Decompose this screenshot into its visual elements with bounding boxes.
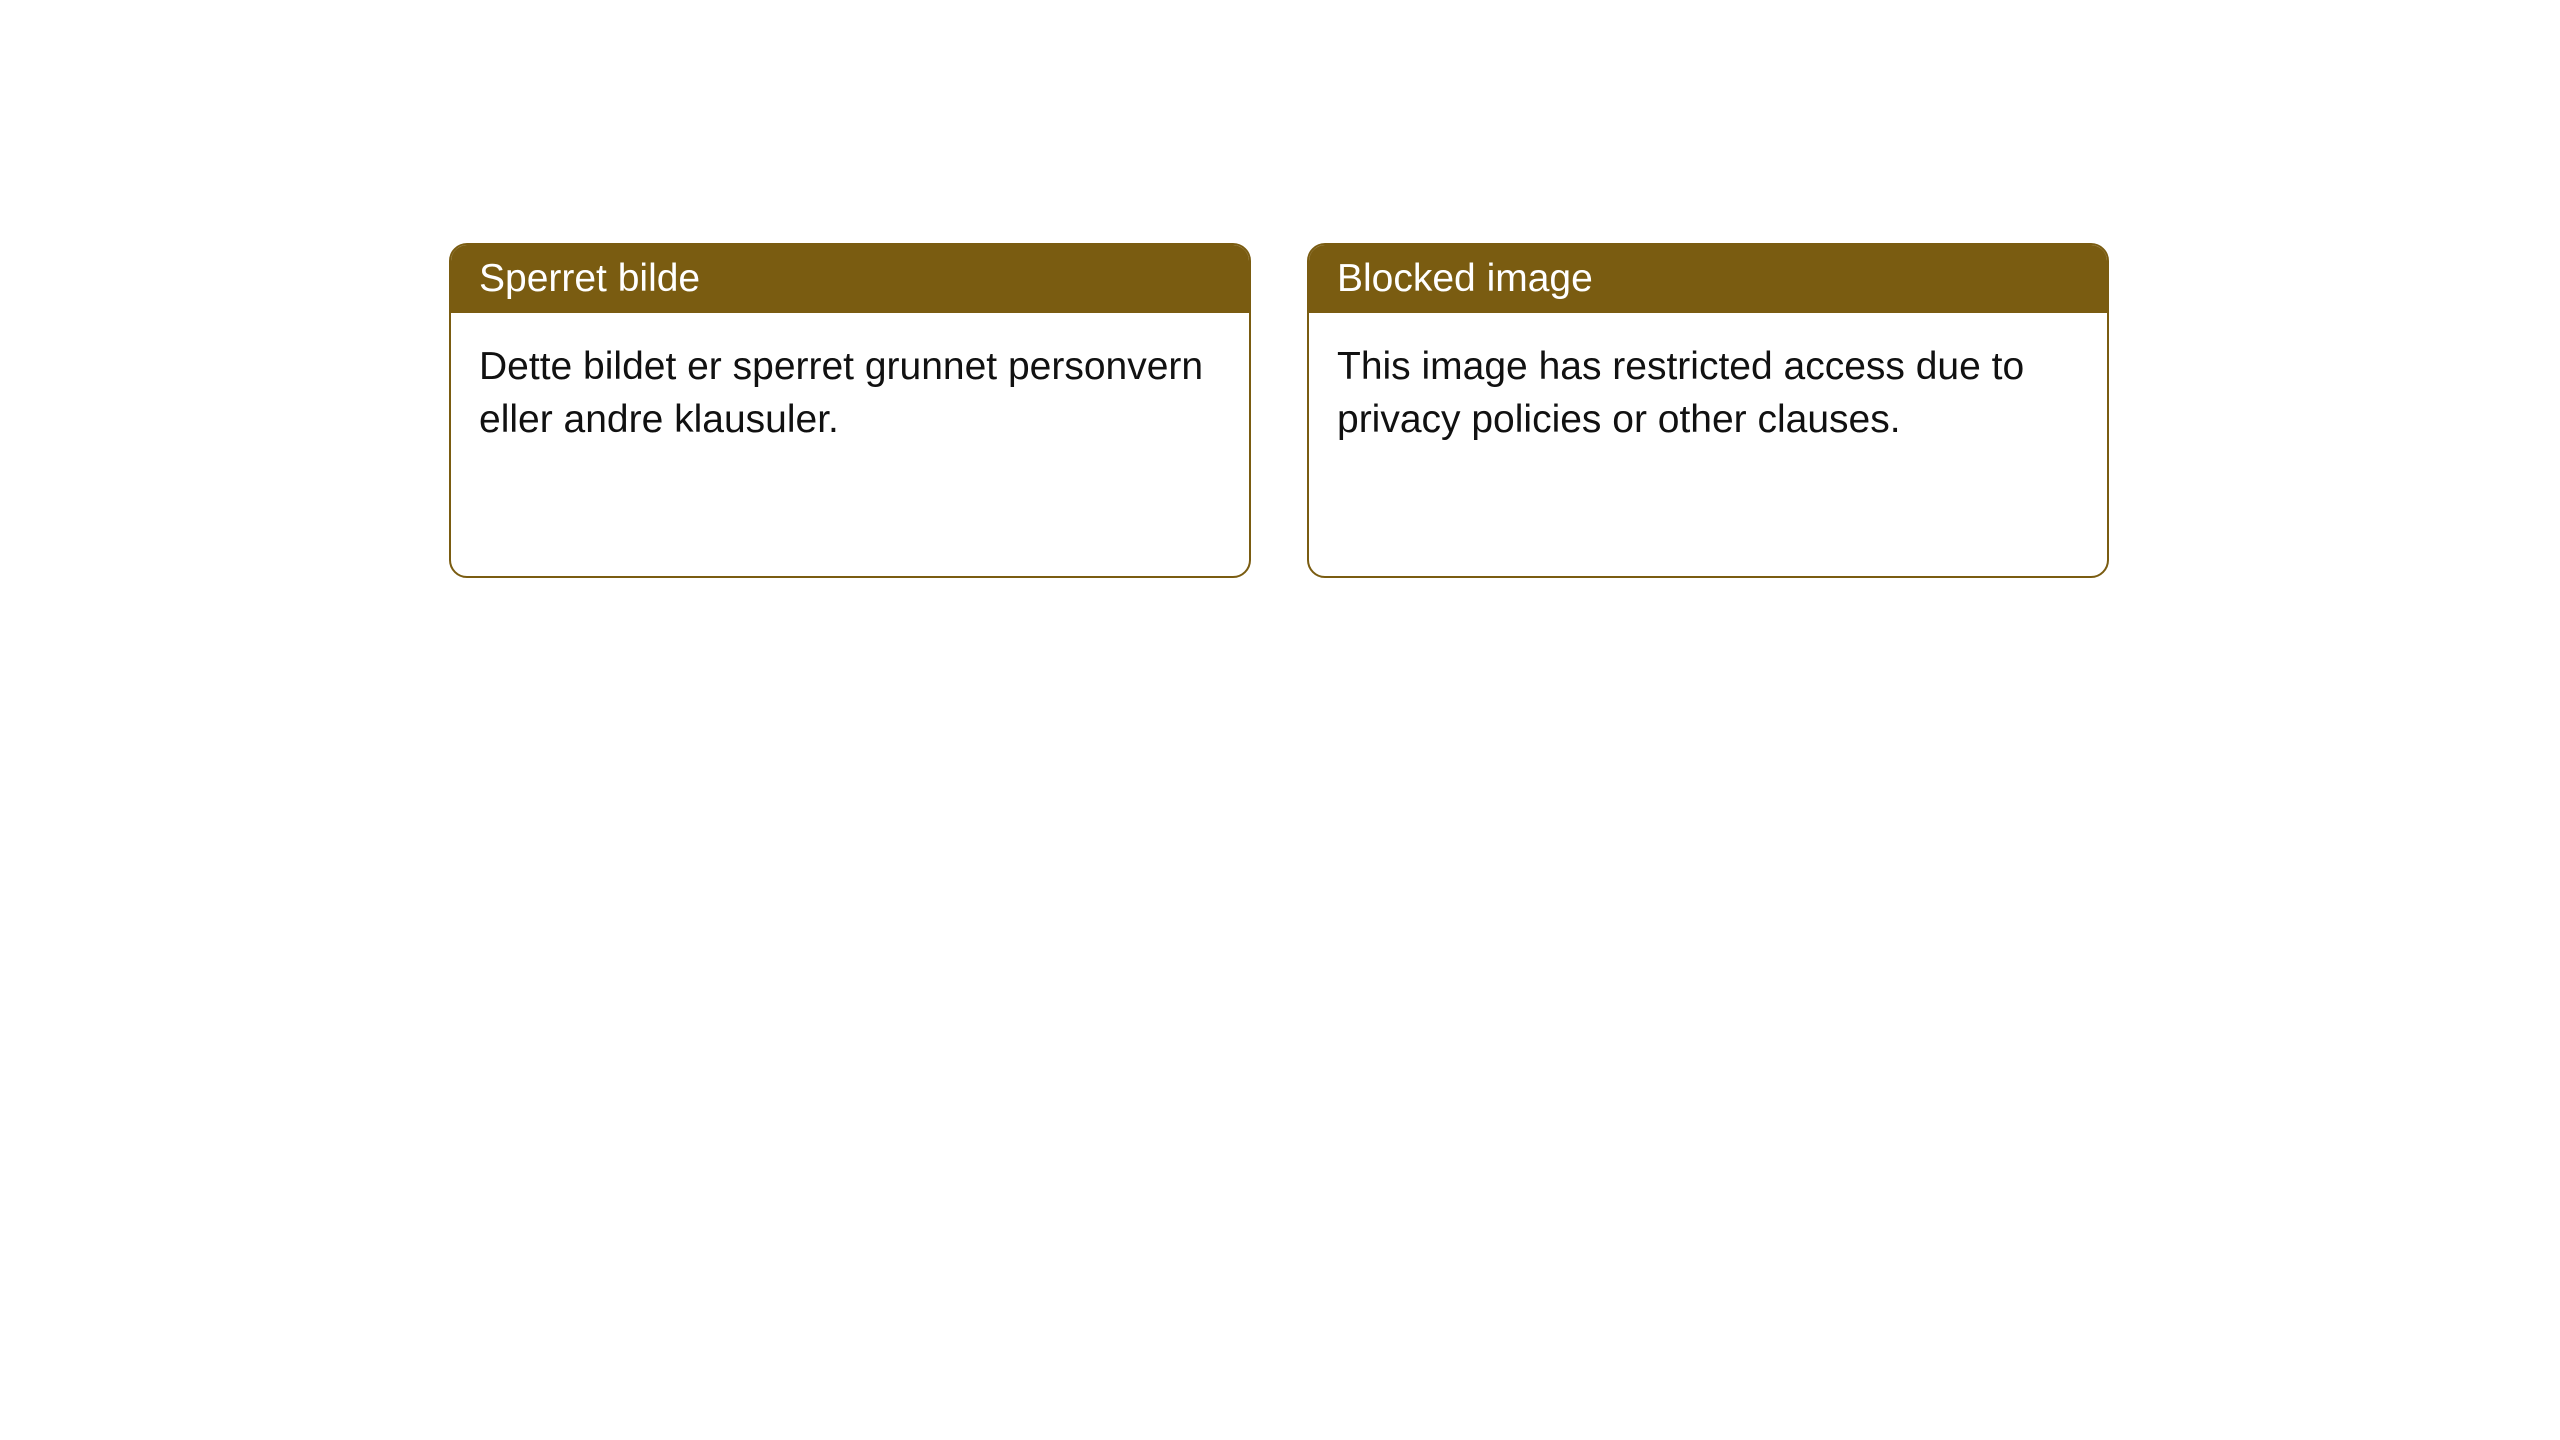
- card-header: Blocked image: [1309, 245, 2107, 313]
- card-body-text: This image has restricted access due to …: [1337, 345, 2024, 441]
- card-title: Sperret bilde: [479, 257, 700, 300]
- cards-container: Sperret bilde Dette bildet er sperret gr…: [449, 243, 2109, 578]
- card-header: Sperret bilde: [451, 245, 1249, 313]
- card-title: Blocked image: [1337, 257, 1593, 300]
- card-body: This image has restricted access due to …: [1309, 313, 2107, 474]
- info-card-norwegian: Sperret bilde Dette bildet er sperret gr…: [449, 243, 1251, 578]
- info-card-english: Blocked image This image has restricted …: [1307, 243, 2109, 578]
- card-body: Dette bildet er sperret grunnet personve…: [451, 313, 1249, 474]
- card-body-text: Dette bildet er sperret grunnet personve…: [479, 345, 1203, 441]
